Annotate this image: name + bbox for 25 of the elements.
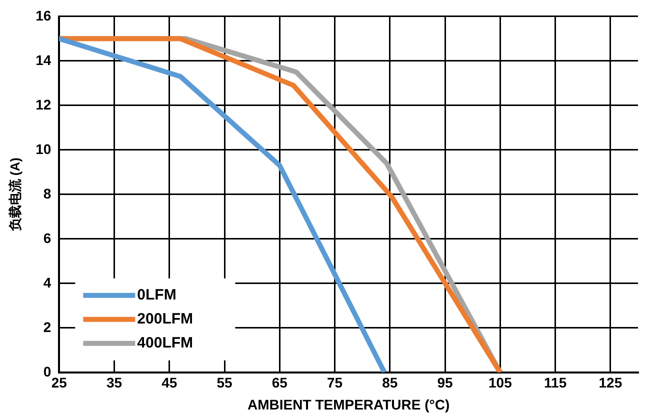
x-tick-label: 95	[437, 374, 454, 391]
x-tick-label: 25	[51, 374, 68, 391]
y-axis-title: 负载电流 (A)	[7, 158, 22, 232]
y-tick-label: 16	[36, 7, 52, 24]
x-tick-label: 45	[162, 374, 178, 391]
x-tick-label: 85	[382, 374, 398, 391]
y-tick-label: 4	[43, 274, 52, 290]
x-tick-label: 105	[488, 374, 512, 391]
legend-label: 200LFM	[137, 310, 194, 328]
x-tick-label: 115	[544, 374, 567, 391]
x-tick-label: 35	[106, 374, 122, 391]
x-tick-label: 125	[598, 374, 622, 391]
y-tick-label: 14	[36, 52, 52, 68]
y-tick-label: 2	[43, 318, 52, 335]
y-tick-label: 12	[36, 96, 52, 112]
y-tick-label: 10	[36, 140, 52, 157]
x-tick-label: 55	[216, 374, 233, 391]
y-tick-label: 6	[43, 230, 52, 246]
y-tick-label: 0	[43, 363, 52, 380]
x-tick-label: 65	[272, 374, 288, 391]
x-tick-label: 75	[327, 374, 343, 391]
x-axis-title: AMBIENT TEMPERATURE (°C)	[248, 396, 450, 412]
legend-label: 400LFM	[137, 334, 194, 352]
legend-label: 0LFM	[137, 286, 176, 304]
y-tick-label: 8	[43, 185, 52, 202]
